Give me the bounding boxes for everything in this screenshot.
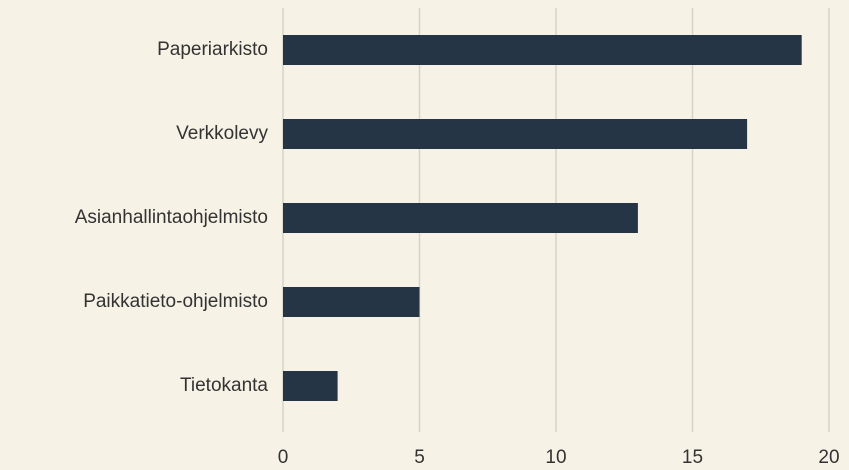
- x-tick-label: 20: [818, 447, 839, 468]
- y-tick-label: Verkkolevy: [176, 123, 268, 144]
- y-tick-label: Tietokanta: [180, 375, 268, 396]
- bar: [283, 203, 638, 233]
- bar: [283, 371, 338, 401]
- bar: [283, 35, 802, 65]
- x-tick-label: 5: [414, 447, 425, 468]
- y-tick-label: Paperiarkisto: [157, 39, 268, 60]
- bar: [283, 119, 748, 149]
- x-tick-label: 15: [682, 447, 703, 468]
- bar: [283, 287, 420, 317]
- x-tick-label: 0: [278, 447, 289, 468]
- x-tick-label: 10: [545, 447, 566, 468]
- y-tick-label: Asianhallintaohjelmisto: [75, 207, 268, 228]
- y-tick-label: Paikkatieto-ohjelmisto: [83, 291, 268, 312]
